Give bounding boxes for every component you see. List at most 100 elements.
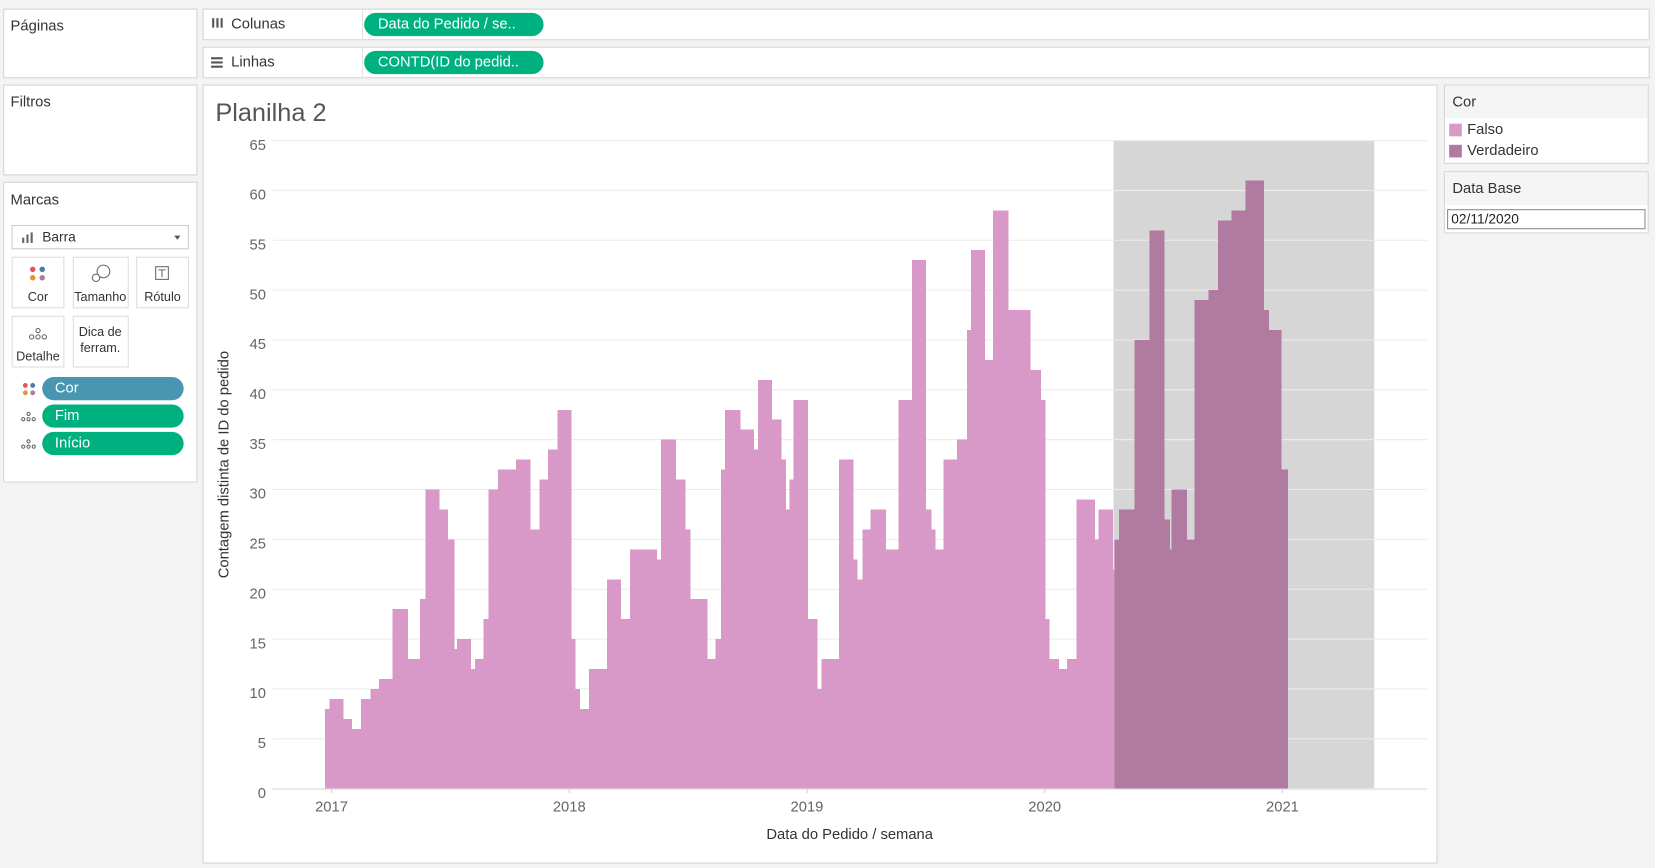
- legend-header: [1444, 85, 1648, 119]
- bar: [885, 549, 899, 789]
- bar: [685, 529, 691, 789]
- marks-pill-text: Início: [55, 435, 90, 451]
- bar: [707, 659, 717, 789]
- bar: [1007, 310, 1031, 789]
- legend: Falso Verdadeiro: [1449, 122, 1539, 159]
- tooltip-button[interactable]: [72, 315, 129, 368]
- y-tick-label: 50: [250, 287, 266, 303]
- bar: [971, 250, 986, 789]
- bar: [343, 718, 352, 789]
- bar: [1067, 659, 1078, 789]
- bar: [1186, 539, 1196, 789]
- bar: [1149, 230, 1165, 789]
- bar-icon: [22, 232, 33, 243]
- bar: [807, 619, 818, 789]
- color-button[interactable]: [11, 256, 65, 309]
- bar: [993, 210, 1009, 789]
- rows-label: Linhas: [231, 54, 275, 70]
- bar: [753, 449, 759, 789]
- bar: [547, 449, 558, 789]
- bar: [1171, 489, 1187, 789]
- bar: [739, 429, 755, 789]
- mark-type-dropdown[interactable]: [11, 225, 189, 250]
- bar: [453, 649, 458, 789]
- x-tick-label: 2020: [1028, 800, 1061, 816]
- bar: [1098, 509, 1113, 789]
- bar: [420, 599, 426, 789]
- bar: [539, 479, 549, 789]
- y-tick-label: 15: [250, 636, 266, 652]
- bar: [725, 409, 741, 789]
- bar: [475, 659, 484, 789]
- bar: [1058, 668, 1068, 789]
- sheet-title: Planilha 2: [215, 99, 326, 127]
- bar: [966, 330, 972, 789]
- detail-button[interactable]: [11, 315, 65, 368]
- marks-pill[interactable]: [42, 377, 184, 401]
- bar: [439, 509, 448, 789]
- legend-title: Cor: [1452, 94, 1476, 110]
- bar: [488, 489, 499, 789]
- dropdown-arrow: [174, 235, 181, 240]
- bar: [957, 439, 968, 789]
- detail-icon: [29, 327, 47, 340]
- bar: [407, 659, 421, 789]
- bar: [1094, 539, 1100, 789]
- bar: [771, 419, 782, 789]
- label-icon: [155, 266, 169, 280]
- y-tick-label: 35: [250, 437, 266, 453]
- size-icon: [91, 264, 111, 283]
- pages-panel: [3, 8, 198, 79]
- marks-title: Marcas: [11, 193, 59, 209]
- bar: [852, 559, 858, 789]
- bar: [816, 688, 822, 789]
- bar: [329, 698, 344, 789]
- bar: [447, 539, 455, 789]
- parameter-value: 02/11/2020: [1451, 211, 1519, 226]
- bar: [930, 529, 936, 789]
- detail-button-label: Detalhe: [16, 349, 60, 363]
- bar: [781, 459, 786, 789]
- bar: [1134, 339, 1150, 789]
- bar: [862, 529, 872, 789]
- bar: [821, 659, 840, 789]
- y-tick-label: 55: [250, 237, 266, 253]
- bar: [1245, 180, 1264, 789]
- bar: [870, 509, 887, 789]
- marks-pill[interactable]: [42, 431, 184, 456]
- chart: 0 5 10 15 20 25 30 35 40 45 50 55 60 65 2017 2018 2019 20…: [250, 138, 1428, 816]
- bar: [392, 609, 409, 789]
- pill-icon: [22, 383, 36, 396]
- bar: [839, 459, 854, 789]
- bar: [1263, 310, 1270, 789]
- columns-label: Colunas: [231, 16, 285, 32]
- bar: [1218, 220, 1233, 789]
- x-tick-label: 2019: [791, 800, 824, 816]
- bar: [557, 409, 572, 789]
- label-button-label: Rótulo: [144, 290, 181, 304]
- label-button[interactable]: [136, 256, 189, 309]
- y-tick-label: 65: [250, 138, 266, 154]
- bar: [360, 698, 371, 789]
- bar: [675, 479, 686, 789]
- bar: [911, 260, 927, 789]
- parameter-input[interactable]: [1447, 209, 1646, 230]
- bar: [351, 728, 362, 789]
- pill-icon: [21, 411, 36, 422]
- bar: [1112, 569, 1116, 789]
- bar: [857, 579, 863, 789]
- rows-pill[interactable]: [364, 50, 544, 75]
- y-axis-title: Contagem distinta de ID do pedido: [217, 351, 233, 578]
- bar: [925, 509, 932, 789]
- bar: [607, 579, 622, 789]
- columns-pill[interactable]: [364, 12, 544, 37]
- filters-panel: [3, 84, 198, 176]
- rows-icon: [211, 57, 223, 68]
- mark-type: Barra: [42, 229, 76, 244]
- marks-pill[interactable]: [42, 404, 184, 428]
- bar: [575, 688, 580, 789]
- bar: [720, 469, 726, 789]
- bar: [470, 668, 476, 789]
- bar: [425, 489, 440, 789]
